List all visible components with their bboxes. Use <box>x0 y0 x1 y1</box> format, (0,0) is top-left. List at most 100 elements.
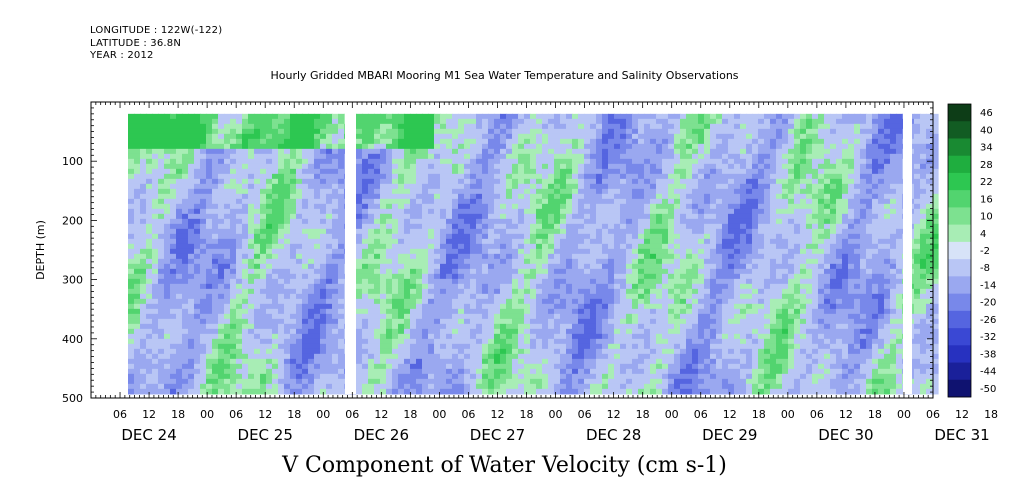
heatmap-cell <box>188 313 195 320</box>
heatmap-cell <box>308 288 315 295</box>
heatmap-cell <box>188 308 195 315</box>
heatmap-cell <box>260 233 267 240</box>
heatmap-cell <box>254 153 261 160</box>
heatmap-cell <box>272 168 279 175</box>
heatmap-cell <box>314 263 321 270</box>
heatmap-cell <box>656 348 663 355</box>
heatmap-cell <box>248 233 255 240</box>
heatmap-cell <box>146 118 153 125</box>
heatmap-cell <box>590 153 597 160</box>
heatmap-cell <box>578 143 585 150</box>
heatmap-cell <box>452 153 459 160</box>
heatmap-cell <box>578 218 585 225</box>
heatmap-cell <box>236 298 243 305</box>
heatmap-cell <box>602 303 609 310</box>
heatmap-cell <box>218 263 225 270</box>
heatmap-cell <box>140 123 147 130</box>
heatmap-cell <box>644 253 651 260</box>
heatmap-cell <box>314 198 321 205</box>
heatmap-cell <box>170 273 177 280</box>
heatmap-cell <box>404 248 411 255</box>
heatmap-cell <box>410 278 417 285</box>
heatmap-cell <box>446 263 453 270</box>
heatmap-cell <box>536 213 543 220</box>
heatmap-cell <box>194 318 201 325</box>
heatmap-cell <box>188 158 195 165</box>
heatmap-cell <box>290 228 297 235</box>
heatmap-cell <box>536 388 543 395</box>
heatmap-cell <box>134 233 141 240</box>
heatmap-cell <box>560 383 567 390</box>
heatmap-cell <box>248 333 255 340</box>
heatmap-cell <box>182 203 189 210</box>
heatmap-cell <box>476 148 483 155</box>
heatmap-cell <box>320 193 327 200</box>
heatmap-cell <box>494 213 501 220</box>
heatmap-cell <box>230 298 237 305</box>
heatmap-cell <box>164 198 171 205</box>
heatmap-cell <box>320 313 327 320</box>
heatmap-cell <box>128 213 135 220</box>
heatmap-cell <box>578 203 585 210</box>
heatmap-cell <box>608 213 615 220</box>
heatmap-cell <box>536 133 543 140</box>
heatmap-cell <box>206 273 213 280</box>
heatmap-cell <box>182 378 189 385</box>
heatmap-cell <box>320 158 327 165</box>
heatmap-cell <box>278 188 285 195</box>
heatmap-cell <box>500 238 507 245</box>
heatmap-cell <box>248 383 255 390</box>
heatmap-cell <box>626 338 633 345</box>
heatmap-cell <box>386 153 393 160</box>
heatmap-cell <box>272 278 279 285</box>
heatmap-cell <box>428 233 435 240</box>
heatmap-cell <box>260 243 267 250</box>
heatmap-cell <box>206 253 213 260</box>
heatmap-cell <box>476 168 483 175</box>
heatmap-cell <box>392 338 399 345</box>
heatmap-cell <box>320 373 327 380</box>
heatmap-cell <box>182 158 189 165</box>
heatmap-cell <box>338 313 345 320</box>
heatmap-cell <box>458 353 465 360</box>
heatmap-cell <box>596 143 603 150</box>
heatmap-cell <box>476 238 483 245</box>
heatmap-cell <box>422 203 429 210</box>
heatmap-cell <box>566 188 573 195</box>
heatmap-cell <box>368 388 375 395</box>
heatmap-cell <box>518 123 525 130</box>
heatmap-cell <box>170 143 177 150</box>
heatmap-cell <box>332 113 339 120</box>
heatmap-cell <box>410 158 417 165</box>
heatmap-cell <box>602 183 609 190</box>
heatmap-cell <box>548 373 555 380</box>
heatmap-cell <box>656 148 663 155</box>
heatmap-cell <box>476 113 483 120</box>
heatmap-cell <box>188 388 195 395</box>
heatmap-cell <box>134 353 141 360</box>
heatmap-cell <box>644 133 651 140</box>
heatmap-cell <box>542 223 549 230</box>
heatmap-cell <box>212 278 219 285</box>
heatmap-cell <box>290 143 297 150</box>
heatmap-cell <box>566 353 573 360</box>
heatmap-cell <box>650 153 657 160</box>
heatmap-cell <box>410 323 417 330</box>
heatmap-cell <box>584 303 591 310</box>
heatmap-cell <box>272 223 279 230</box>
heatmap-cell <box>362 248 369 255</box>
heatmap-cell <box>362 313 369 320</box>
heatmap-cell <box>434 363 441 370</box>
heatmap-cell <box>500 303 507 310</box>
heatmap-cell <box>476 303 483 310</box>
heatmap-cell <box>398 218 405 225</box>
heatmap-cell <box>620 248 627 255</box>
heatmap-cell <box>242 243 249 250</box>
heatmap-cell <box>584 388 591 395</box>
heatmap-cell <box>152 368 159 375</box>
heatmap-cell <box>230 158 237 165</box>
heatmap-cell <box>176 358 183 365</box>
heatmap-cell <box>512 293 519 300</box>
heatmap-cell <box>620 143 627 150</box>
heatmap-cell <box>464 253 471 260</box>
